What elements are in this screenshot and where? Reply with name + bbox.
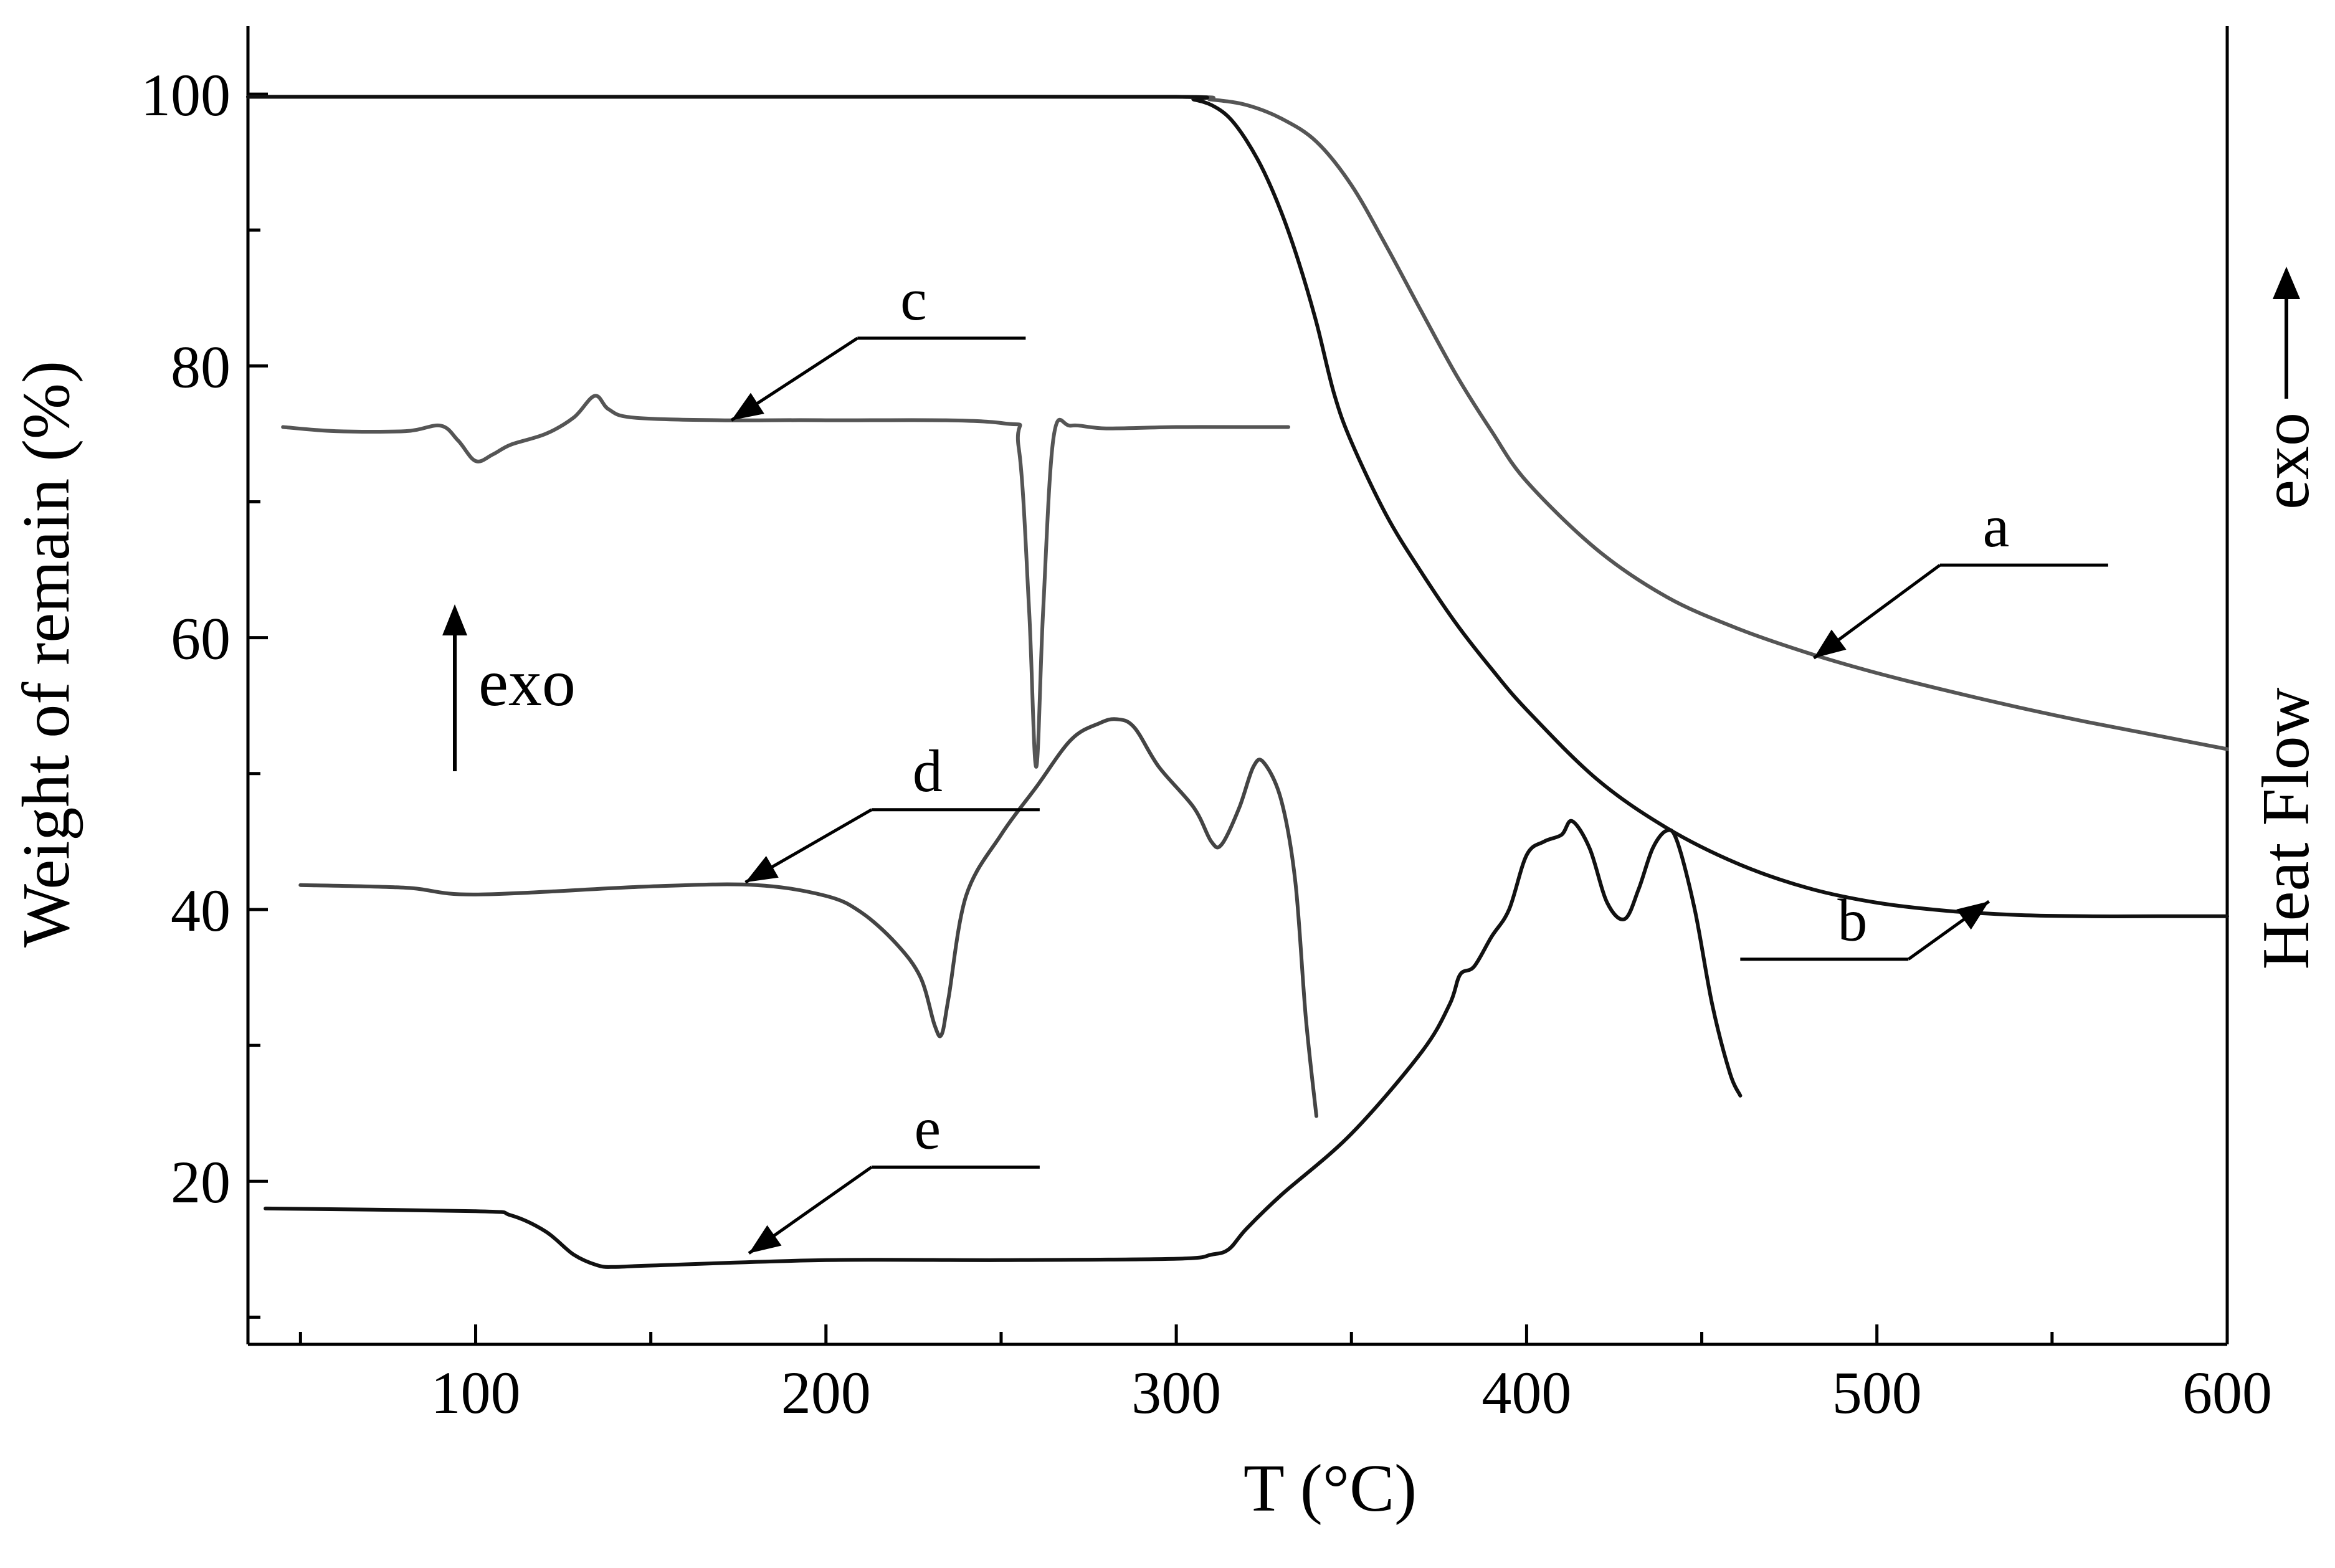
y-tick-label: 20 — [171, 1149, 231, 1215]
annotation-label: d — [913, 738, 943, 804]
annotation-arrow-head — [749, 1225, 782, 1253]
series-line-e — [264, 819, 1743, 1269]
series-line-b — [246, 95, 2229, 918]
annotation-layer: a b c d e — [730, 266, 2108, 1255]
annotation-arrow-head — [1814, 629, 1847, 658]
y2-exo-arrow-head — [2273, 267, 2300, 299]
exo-arrow-head — [442, 604, 467, 635]
x-tick-label: 100 — [430, 1359, 520, 1426]
annotation-a: a — [1813, 493, 2108, 660]
annotation-arrow-head — [731, 392, 764, 421]
annotation-label: a — [1983, 493, 2010, 559]
y2-axis-title: Heat Flow — [2249, 688, 2323, 970]
y2-exo-label: exo — [2249, 412, 2323, 510]
x-tick-label: 200 — [781, 1359, 871, 1426]
y-axis-ticks: 20 40 60 80 100 — [141, 62, 268, 1319]
y-tick-label: 80 — [171, 333, 231, 400]
annotation-b: b — [1740, 887, 1990, 961]
y-tick-label: 100 — [141, 62, 231, 128]
x-tick-label: 300 — [1131, 1359, 1221, 1426]
annotation-arrow-head — [1956, 901, 1989, 930]
series-line-d — [298, 717, 1318, 1118]
series-line-c — [281, 394, 1290, 769]
annotation-label: b — [1837, 887, 1867, 954]
annotation-d: d — [744, 738, 1040, 884]
annotation-arrow-head — [745, 856, 779, 883]
x-tick-label: 400 — [1481, 1359, 1571, 1426]
annotation-label: c — [900, 266, 927, 333]
annotation-e: e — [748, 1095, 1040, 1255]
plot-frame — [246, 26, 2229, 1346]
annotation-label: e — [915, 1095, 941, 1162]
x-tick-label: 600 — [2182, 1359, 2272, 1426]
exo-label: exo — [478, 646, 576, 720]
x-axis-title: T (°C) — [1244, 1452, 1417, 1526]
annotation-c: c — [730, 266, 1026, 422]
y2-exo-indicator: exo — [2249, 267, 2323, 510]
series-layer — [246, 95, 2229, 1269]
x-axis-ticks: 100 200 300 400 500 600 — [298, 1324, 2272, 1426]
y-axis-title: Weight of remain (%) — [9, 361, 83, 948]
y-tick-label: 60 — [171, 606, 231, 672]
y-tick-label: 40 — [171, 877, 231, 944]
exo-indicator: exo — [442, 604, 576, 771]
x-tick-label: 500 — [1832, 1359, 1922, 1426]
